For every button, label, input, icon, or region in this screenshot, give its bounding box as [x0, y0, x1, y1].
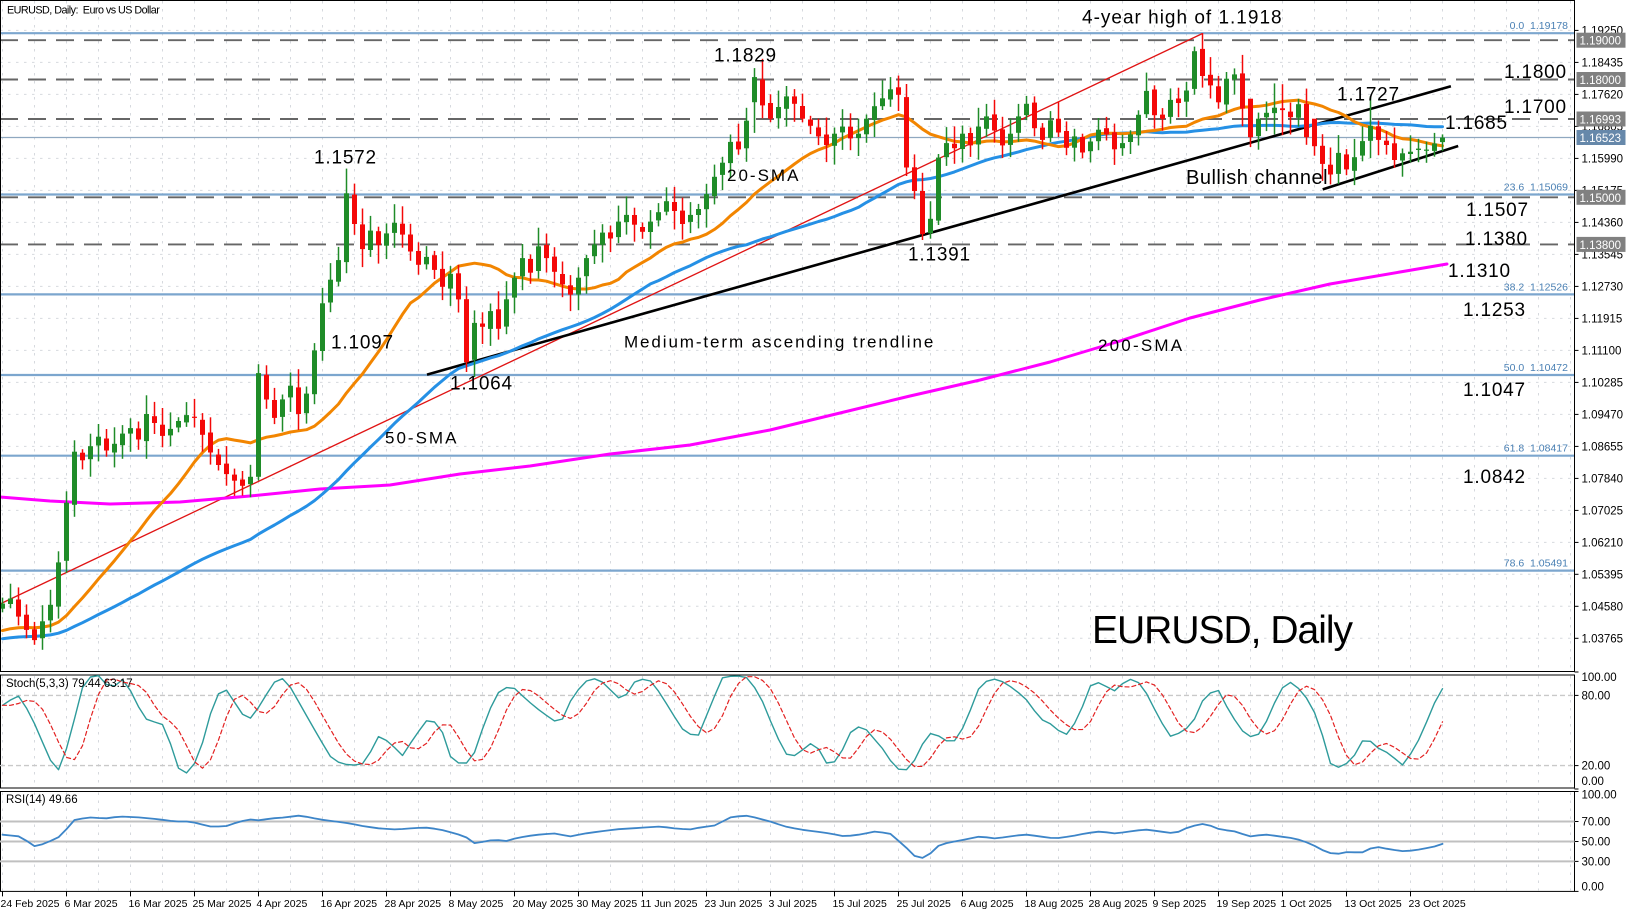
- svg-text:25 Mar 2025: 25 Mar 2025: [193, 898, 252, 910]
- svg-text:1.10285: 1.10285: [1582, 377, 1624, 389]
- svg-text:50-SMA: 50-SMA: [385, 429, 458, 448]
- svg-text:28 Apr 2025: 28 Apr 2025: [385, 898, 442, 910]
- svg-text:30.00: 30.00: [1582, 856, 1611, 868]
- svg-text:50.00: 50.00: [1582, 837, 1611, 849]
- svg-text:100.00: 100.00: [1582, 672, 1617, 684]
- svg-text:0.0 1.19178: 0.0 1.19178: [1510, 20, 1569, 32]
- svg-text:1.16523: 1.16523: [1580, 133, 1622, 145]
- svg-text:EURUSD, Daily: Euro vs US Dol: EURUSD, Daily: Euro vs US Dollar: [7, 5, 160, 17]
- svg-text:1.17620: 1.17620: [1582, 89, 1624, 101]
- svg-text:1.11915: 1.11915: [1582, 313, 1623, 325]
- svg-text:6 Aug 2025: 6 Aug 2025: [961, 898, 1014, 910]
- svg-text:1.13800: 1.13800: [1580, 240, 1622, 252]
- svg-text:1.1700: 1.1700: [1504, 97, 1567, 118]
- svg-text:1.1310: 1.1310: [1448, 261, 1511, 282]
- svg-text:1.1391: 1.1391: [908, 245, 971, 266]
- svg-text:6 Mar 2025: 6 Mar 2025: [65, 898, 118, 910]
- svg-text:50.0 1.10472: 50.0 1.10472: [1504, 362, 1568, 374]
- svg-text:4 Apr 2025: 4 Apr 2025: [257, 898, 308, 910]
- svg-text:1.07840: 1.07840: [1582, 473, 1624, 485]
- svg-text:18 Aug 2025: 18 Aug 2025: [1025, 898, 1084, 910]
- svg-text:1.07025: 1.07025: [1582, 505, 1624, 517]
- svg-text:1.1507: 1.1507: [1466, 200, 1529, 221]
- svg-text:1.19000: 1.19000: [1580, 36, 1622, 48]
- svg-text:30 May 2025: 30 May 2025: [577, 898, 638, 910]
- svg-text:24 Feb 2025: 24 Feb 2025: [1, 898, 60, 910]
- svg-text:1.03765: 1.03765: [1582, 633, 1624, 645]
- svg-text:Medium-term ascending trendlin: Medium-term ascending trendline: [624, 333, 935, 352]
- svg-text:1.13545: 1.13545: [1582, 249, 1624, 261]
- svg-text:1.1800: 1.1800: [1504, 62, 1567, 83]
- svg-text:20-SMA: 20-SMA: [727, 166, 800, 185]
- svg-text:Stoch(5,3,3) 79.44 63.17: Stoch(5,3,3) 79.44 63.17: [6, 678, 133, 690]
- svg-text:EURUSD, Daily: EURUSD, Daily: [1092, 609, 1354, 652]
- svg-text:1.08655: 1.08655: [1582, 441, 1624, 453]
- svg-text:11 Jun 2025: 11 Jun 2025: [641, 898, 698, 910]
- svg-text:1.06210: 1.06210: [1582, 537, 1624, 549]
- svg-text:1.1253: 1.1253: [1463, 300, 1526, 321]
- svg-text:1.1380: 1.1380: [1465, 229, 1528, 250]
- svg-text:4-year high of 1.1918: 4-year high of 1.1918: [1082, 8, 1283, 29]
- svg-text:78.6 1.05491: 78.6 1.05491: [1504, 558, 1568, 570]
- svg-text:1.1064: 1.1064: [450, 374, 513, 395]
- svg-text:1.12730: 1.12730: [1582, 281, 1624, 293]
- svg-text:8 May 2025: 8 May 2025: [449, 898, 504, 910]
- svg-text:28 Aug 2025: 28 Aug 2025: [1089, 898, 1148, 910]
- svg-text:16 Mar 2025: 16 Mar 2025: [129, 898, 188, 910]
- svg-text:1.18000: 1.18000: [1580, 75, 1622, 87]
- svg-text:23 Oct 2025: 23 Oct 2025: [1409, 898, 1466, 910]
- svg-text:1.05395: 1.05395: [1582, 569, 1624, 581]
- svg-text:1.1097: 1.1097: [331, 333, 394, 354]
- svg-text:1.09470: 1.09470: [1582, 409, 1624, 421]
- svg-text:1.11100: 1.11100: [1582, 345, 1622, 357]
- svg-text:1.0842: 1.0842: [1463, 467, 1526, 488]
- svg-text:13 Oct 2025: 13 Oct 2025: [1345, 898, 1402, 910]
- svg-text:0.00: 0.00: [1582, 881, 1604, 893]
- svg-text:61.8 1.08417: 61.8 1.08417: [1504, 443, 1568, 455]
- svg-text:19 Sep 2025: 19 Sep 2025: [1217, 898, 1277, 910]
- svg-text:1 Oct 2025: 1 Oct 2025: [1281, 898, 1333, 910]
- svg-text:1.1829: 1.1829: [714, 46, 777, 67]
- svg-text:0.00: 0.00: [1582, 776, 1604, 788]
- svg-text:20 May 2025: 20 May 2025: [513, 898, 574, 910]
- svg-text:1.04580: 1.04580: [1582, 601, 1624, 613]
- svg-text:1.16993: 1.16993: [1580, 115, 1622, 127]
- svg-text:23.6 1.15069: 23.6 1.15069: [1504, 182, 1568, 194]
- svg-text:1.1727: 1.1727: [1337, 85, 1400, 106]
- svg-text:15 Jul 2025: 15 Jul 2025: [833, 898, 887, 910]
- svg-text:200-SMA: 200-SMA: [1098, 336, 1184, 355]
- svg-text:1.18435: 1.18435: [1582, 57, 1624, 69]
- svg-text:70.00: 70.00: [1582, 817, 1611, 829]
- svg-text:RSI(14) 49.66: RSI(14) 49.66: [6, 794, 78, 806]
- svg-text:1.1047: 1.1047: [1463, 380, 1526, 401]
- svg-text:23 Jun 2025: 23 Jun 2025: [705, 898, 763, 910]
- svg-text:3 Jul 2025: 3 Jul 2025: [769, 898, 818, 910]
- svg-text:1.15000: 1.15000: [1580, 193, 1622, 205]
- svg-text:1.14360: 1.14360: [1582, 217, 1624, 229]
- svg-text:9 Sep 2025: 9 Sep 2025: [1153, 898, 1207, 910]
- svg-text:1.1685: 1.1685: [1445, 113, 1508, 134]
- svg-text:100.00: 100.00: [1582, 790, 1617, 802]
- svg-text:1.1572: 1.1572: [314, 148, 377, 169]
- svg-text:38.2 1.12526: 38.2 1.12526: [1504, 281, 1568, 293]
- svg-text:20.00: 20.00: [1582, 761, 1611, 773]
- svg-text:1.15990: 1.15990: [1582, 153, 1624, 165]
- svg-text:25 Jul 2025: 25 Jul 2025: [897, 898, 951, 910]
- svg-text:Bullish channel: Bullish channel: [1186, 167, 1328, 189]
- svg-text:80.00: 80.00: [1582, 690, 1611, 702]
- svg-text:16 Apr 2025: 16 Apr 2025: [321, 898, 378, 910]
